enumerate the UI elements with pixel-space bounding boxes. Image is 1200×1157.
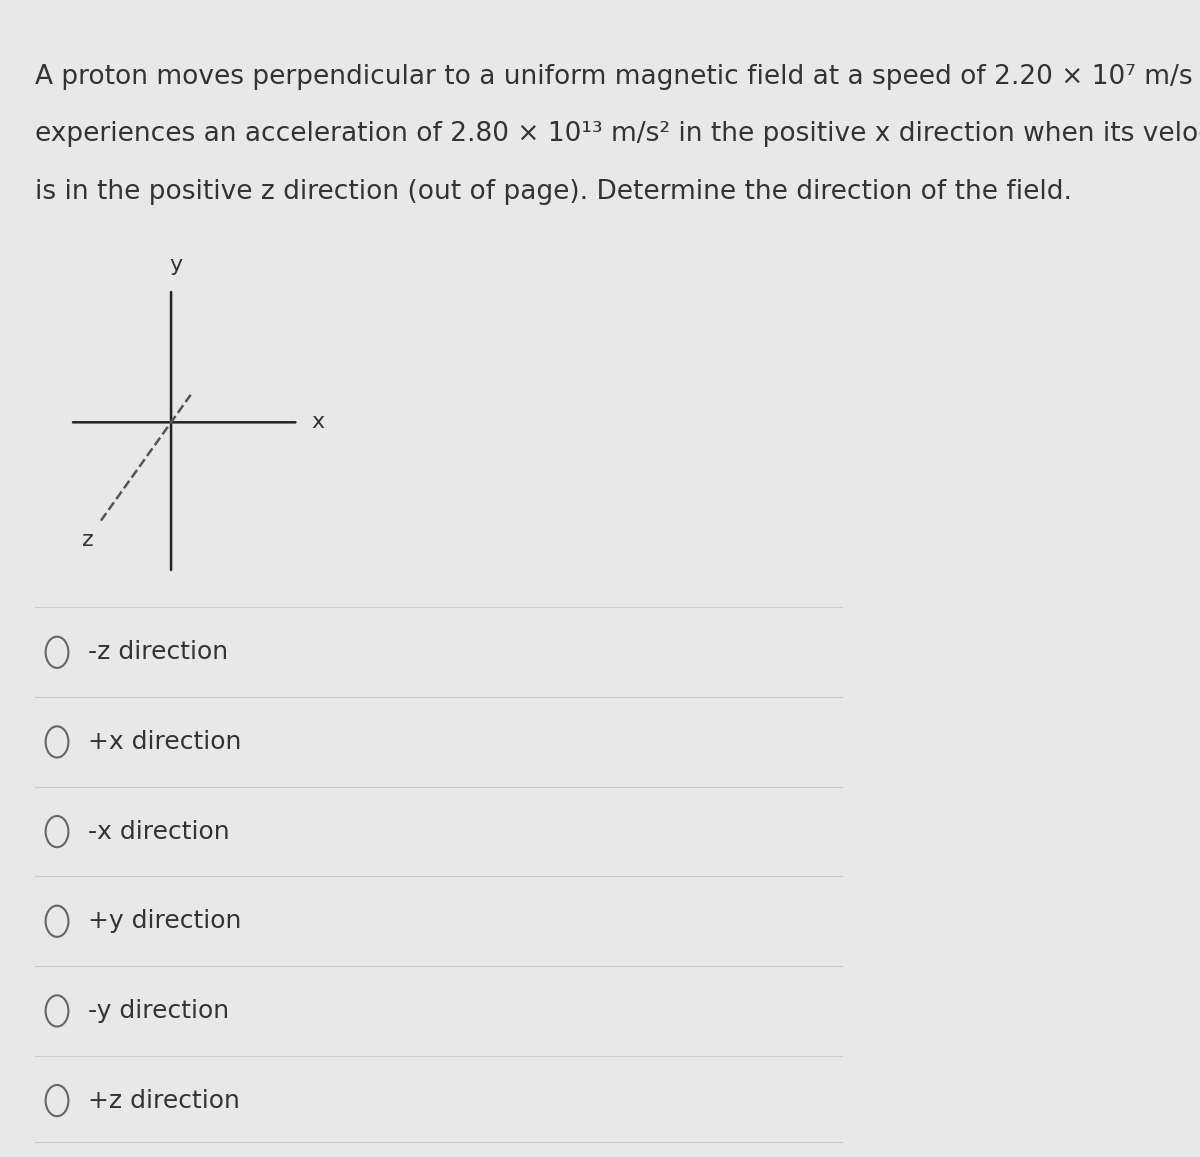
Text: z: z (82, 530, 94, 550)
Text: A proton moves perpendicular to a uniform magnetic field at a speed of 2.20 × 10: A proton moves perpendicular to a unifor… (35, 64, 1200, 89)
Text: is in the positive z direction (out of page). Determine the direction of the fie: is in the positive z direction (out of p… (35, 179, 1072, 205)
Text: -y direction: -y direction (88, 998, 229, 1023)
Text: x: x (311, 412, 324, 433)
Text: -z direction: -z direction (88, 640, 228, 664)
Text: +z direction: +z direction (88, 1089, 240, 1113)
Text: experiences an acceleration of 2.80 × 10¹³ m/s² in the positive x direction when: experiences an acceleration of 2.80 × 10… (35, 121, 1200, 147)
Text: +x direction: +x direction (88, 730, 241, 754)
Text: -x direction: -x direction (88, 819, 229, 843)
Text: +y direction: +y direction (88, 909, 241, 934)
Text: y: y (169, 256, 182, 275)
